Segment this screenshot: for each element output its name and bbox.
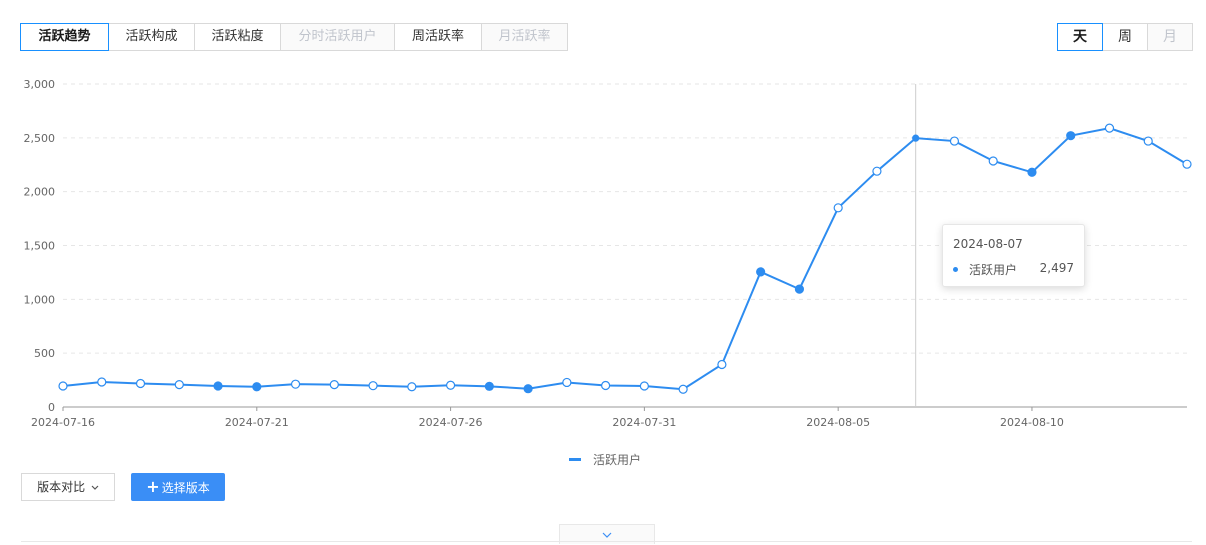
data-point[interactable]	[717, 359, 727, 370]
x-tick-label: 2024-07-21	[225, 416, 289, 429]
y-tick-label: 2,000	[24, 186, 56, 199]
period-tab-2[interactable]: 月	[1147, 23, 1193, 51]
data-point[interactable]	[174, 380, 184, 390]
y-tick-label: 1,500	[24, 240, 56, 253]
chart-legend[interactable]: 活跃用户	[569, 451, 641, 468]
chart-grid	[63, 83, 1187, 354]
data-point[interactable]	[678, 384, 688, 394]
data-point[interactable]	[833, 203, 843, 213]
tooltip-series-dot	[953, 267, 958, 272]
tab-3[interactable]: 分时活跃用户	[280, 23, 395, 51]
metric-tabs: 活跃趋势 活跃构成 活跃粘度 分时活跃用户 周活跃率 月活跃率	[20, 23, 568, 51]
data-point[interactable]	[1182, 159, 1192, 169]
chevron-down-icon	[602, 532, 612, 538]
period-tab-0[interactable]: 天	[1057, 23, 1103, 51]
version-compare-label: 版本对比	[37, 480, 86, 494]
legend-line-icon	[569, 458, 581, 461]
tab-4[interactable]: 周活跃率	[394, 23, 482, 51]
data-point[interactable]	[407, 382, 417, 392]
legend-label: 活跃用户	[593, 453, 642, 467]
series-active-users	[58, 123, 1192, 394]
data-point[interactable]	[872, 166, 882, 176]
data-point[interactable]	[1027, 167, 1037, 177]
tab-0[interactable]: 活跃趋势	[20, 23, 109, 51]
data-point[interactable]	[1143, 136, 1153, 146]
chart-tooltip: 2024-08-07 活跃用户 2,497	[942, 224, 1085, 287]
y-tick-label: 3,000	[24, 78, 56, 91]
x-tick-label: 2024-07-16	[31, 416, 95, 429]
data-point[interactable]	[135, 378, 146, 389]
data-point[interactable]	[562, 377, 572, 388]
expand-toggle[interactable]	[559, 524, 655, 544]
period-tabs: 天周月	[1057, 23, 1193, 51]
data-point[interactable]	[639, 381, 649, 391]
data-point[interactable]	[912, 134, 920, 142]
data-point[interactable]	[949, 136, 960, 146]
tooltip-date: 2024-08-07	[953, 237, 1023, 251]
bottom-divider	[21, 541, 1192, 542]
x-tick-label: 2024-07-31	[612, 416, 676, 429]
x-tick-label: 2024-08-10	[1000, 416, 1064, 429]
period-tab-1[interactable]: 周	[1102, 23, 1148, 51]
x-tick-label: 2024-07-26	[419, 416, 483, 429]
data-point[interactable]	[988, 156, 998, 166]
data-point[interactable]	[601, 380, 611, 391]
series-line	[62, 127, 1188, 391]
data-point[interactable]	[58, 381, 68, 391]
select-version-label: 选择版本	[161, 481, 210, 495]
x-tick-label: 2024-08-05	[806, 416, 870, 429]
data-point[interactable]	[213, 381, 223, 391]
y-tick-label: 500	[34, 347, 55, 360]
tooltip-series-name: 活跃用户	[969, 263, 1018, 277]
y-tick-label: 0	[48, 401, 55, 414]
data-point[interactable]	[252, 382, 262, 392]
select-version-button[interactable]: + 选择版本	[131, 473, 225, 501]
data-point[interactable]	[368, 381, 378, 391]
data-point[interactable]	[329, 380, 339, 390]
tab-2[interactable]: 活跃粘度	[194, 23, 281, 51]
chevron-down-icon	[91, 485, 99, 490]
data-point[interactable]	[1066, 131, 1076, 141]
tooltip-value: 2,497	[1039, 261, 1074, 275]
y-axis: 0 500 1,000 1,500 2,000 2,500 3,000	[24, 78, 56, 414]
data-point[interactable]	[97, 377, 107, 387]
x-axis: 2024-07-16 2024-07-21 2024-07-26 2024-07-31…	[31, 406, 1187, 429]
data-point[interactable]	[523, 384, 533, 394]
tab-5[interactable]: 月活跃率	[481, 23, 568, 51]
y-tick-label: 2,500	[24, 132, 56, 145]
data-point[interactable]	[290, 379, 301, 389]
version-compare-dropdown[interactable]: 版本对比	[21, 473, 115, 501]
data-point[interactable]	[756, 267, 766, 277]
data-point[interactable]	[445, 380, 456, 390]
plus-icon: +	[146, 477, 160, 496]
data-point[interactable]	[484, 381, 494, 391]
data-point[interactable]	[794, 284, 805, 294]
y-tick-label: 1,000	[24, 293, 56, 306]
data-point[interactable]	[1104, 123, 1115, 133]
